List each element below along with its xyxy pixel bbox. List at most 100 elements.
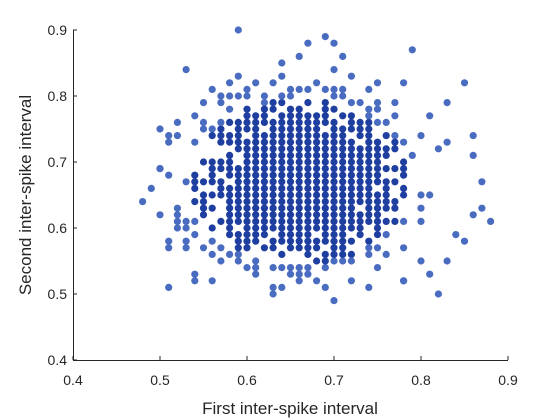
scatter-point — [269, 99, 277, 107]
scatter-point — [400, 171, 408, 179]
scatter-point — [252, 138, 260, 146]
scatter-point — [208, 178, 216, 186]
scatter-point — [347, 125, 355, 133]
scatter-point — [365, 125, 373, 133]
scatter-point — [252, 264, 260, 272]
scatter-point — [234, 132, 242, 140]
scatter-point — [260, 178, 268, 186]
scatter-point — [243, 145, 251, 153]
scatter-point — [417, 191, 425, 199]
scatter-point — [260, 244, 268, 252]
scatter-point — [295, 138, 303, 146]
scatter-point — [478, 178, 486, 186]
scatter-point — [226, 198, 234, 206]
scatter-point — [373, 178, 382, 186]
scatter-point — [278, 198, 286, 206]
scatter-point — [182, 244, 190, 252]
scatter-point — [260, 92, 268, 100]
scatter-point — [217, 132, 225, 140]
scatter-point — [313, 158, 321, 166]
scatter-point — [443, 257, 451, 265]
scatter-point — [260, 198, 268, 206]
scatter-point — [243, 217, 251, 225]
scatter-point — [408, 46, 416, 54]
scatter-point — [304, 99, 312, 107]
scatter-point — [434, 290, 442, 298]
scatter-point — [234, 217, 242, 225]
scatter-point — [313, 237, 321, 245]
scatter-point — [365, 198, 373, 206]
scatter-point — [295, 217, 303, 225]
scatter-point — [278, 283, 286, 291]
scatter-point — [252, 198, 260, 206]
scatter-point — [234, 118, 242, 126]
x-axis-label: First inter-spike interval — [202, 399, 378, 418]
scatter-point — [321, 33, 329, 41]
scatter-point — [165, 132, 173, 140]
scatter-point — [173, 118, 181, 126]
scatter-point — [252, 184, 260, 192]
scatter-point — [321, 132, 329, 140]
scatter-point — [243, 178, 251, 186]
scatter-point — [330, 66, 338, 74]
scatter-point — [295, 171, 303, 179]
scatter-point — [339, 52, 347, 61]
scatter-point — [391, 99, 399, 107]
scatter-point — [226, 204, 234, 212]
scatter-point — [373, 244, 382, 252]
scatter-point — [304, 151, 312, 159]
scatter-point — [217, 165, 225, 173]
scatter-point — [286, 178, 295, 186]
scatter-point — [365, 217, 373, 225]
scatter-point — [260, 145, 268, 153]
scatter-point — [304, 217, 312, 225]
scatter-point — [304, 204, 312, 212]
scatter-point — [286, 224, 295, 232]
scatter-point — [191, 277, 199, 285]
scatter-point — [217, 99, 225, 107]
scatter-point — [199, 158, 208, 166]
scatter-point — [252, 171, 260, 179]
scatter-point — [269, 118, 277, 126]
scatter-point — [295, 52, 303, 61]
scatter-point — [382, 191, 390, 199]
y-tick-label: 0.7 — [48, 154, 68, 170]
scatter-point — [304, 224, 312, 232]
scatter-point — [295, 105, 303, 113]
scatter-point — [260, 231, 268, 239]
scatter-point — [243, 191, 251, 199]
scatter-point — [278, 112, 286, 120]
scatter-point — [226, 184, 234, 192]
scatter-point — [217, 191, 225, 199]
scatter-point — [226, 211, 234, 219]
scatter-point — [286, 112, 295, 120]
scatter-point — [330, 158, 338, 166]
scatter-point — [226, 105, 234, 113]
scatter-point — [278, 72, 286, 80]
scatter-point — [286, 125, 295, 133]
scatter-point — [208, 191, 216, 199]
scatter-point — [304, 237, 312, 245]
scatter-point — [226, 92, 234, 100]
scatter-point — [382, 250, 390, 258]
scatter-point — [313, 178, 321, 186]
scatter-point — [382, 118, 390, 126]
scatter-point — [226, 231, 234, 239]
scatter-point — [339, 211, 347, 219]
scatter-point — [226, 171, 234, 179]
scatter-point — [295, 270, 303, 278]
scatter-point — [269, 151, 277, 159]
scatter-point — [278, 250, 286, 258]
scatter-point — [226, 118, 234, 126]
scatter-point — [400, 79, 408, 87]
scatter-point — [339, 138, 347, 146]
scatter-point — [356, 118, 364, 126]
scatter-point — [373, 264, 382, 272]
scatter-point — [295, 112, 303, 120]
scatter-point — [234, 237, 242, 245]
scatter-point — [191, 231, 199, 239]
scatter-point — [313, 217, 321, 225]
scatter-point — [286, 204, 295, 212]
scatter-point — [278, 132, 286, 140]
